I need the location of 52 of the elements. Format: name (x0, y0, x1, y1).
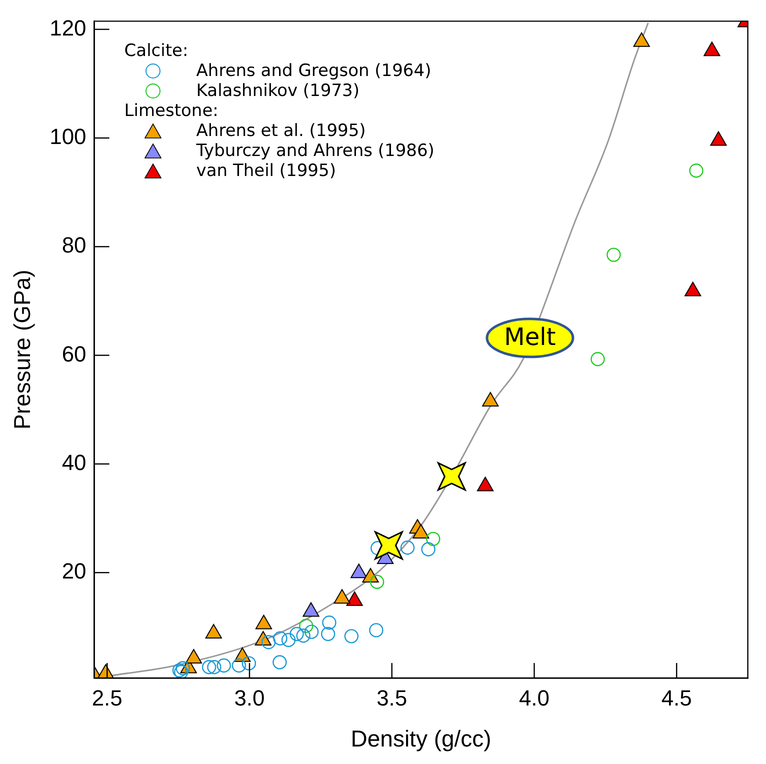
legend-label: Tyburczy and Ahrens (1986) (196, 141, 434, 162)
y-tick-label: 60 (62, 341, 86, 366)
y-tick-label: 20 (62, 558, 86, 584)
point (322, 615, 336, 630)
point (296, 628, 310, 643)
x-tick-label: 3.5 (376, 685, 408, 710)
point (290, 626, 304, 642)
point (374, 531, 403, 560)
annotation: Calcite: (124, 41, 190, 62)
point (344, 629, 359, 644)
x-tick-label: 2.5 (92, 685, 122, 710)
y-tick-label: 80 (62, 232, 86, 258)
point (421, 542, 436, 556)
point (426, 532, 440, 546)
x-tick-label: 4.0 (518, 685, 550, 710)
point (370, 574, 384, 589)
y-tick-label: 120 (50, 15, 86, 40)
point (437, 462, 466, 491)
point (689, 163, 704, 178)
legend-label: van Theil (1995) (196, 161, 336, 182)
x-tick-label: 4.5 (661, 685, 692, 710)
annotation: Melt (504, 323, 556, 352)
point (232, 658, 246, 673)
point (400, 540, 415, 555)
point (710, 131, 727, 146)
y-tick-label: 100 (50, 124, 86, 150)
point (207, 660, 222, 674)
point (684, 282, 702, 296)
point (590, 352, 605, 366)
point (320, 626, 336, 642)
point (369, 623, 384, 638)
point (304, 624, 319, 639)
point (281, 632, 296, 648)
legend-label: Kalashnikov (1973) (196, 81, 360, 102)
point (606, 248, 621, 262)
x-tick-label: 3.0 (234, 685, 265, 710)
point (299, 618, 314, 633)
point (261, 635, 276, 650)
point (216, 658, 231, 673)
legend-label: Ahrens et al. (1995) (196, 121, 366, 142)
y-tick-label: 40 (62, 450, 86, 476)
x-axis-title: Density (g/cc) (350, 726, 492, 752)
legend-label: Ahrens and Gregson (1964) (196, 61, 432, 82)
point (242, 656, 256, 670)
point (176, 661, 190, 676)
annotation: Limestone: (124, 101, 220, 122)
point (272, 655, 287, 670)
point (202, 660, 216, 674)
y-axis-title: Pressure (GPa) (9, 270, 36, 430)
point (633, 32, 650, 47)
point (704, 42, 720, 56)
point (273, 631, 288, 646)
